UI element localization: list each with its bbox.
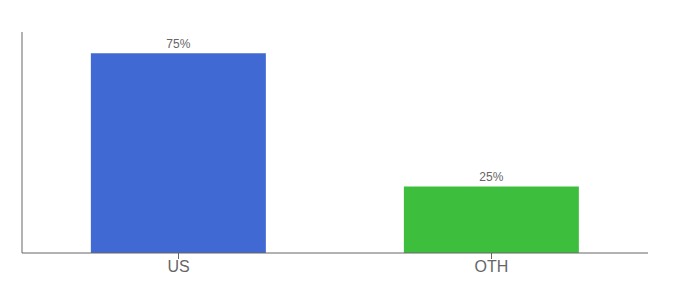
svg-text:US: US (167, 258, 189, 275)
svg-text:25%: 25% (479, 170, 503, 184)
svg-text:OTH: OTH (475, 258, 509, 275)
svg-text:75%: 75% (166, 37, 190, 51)
